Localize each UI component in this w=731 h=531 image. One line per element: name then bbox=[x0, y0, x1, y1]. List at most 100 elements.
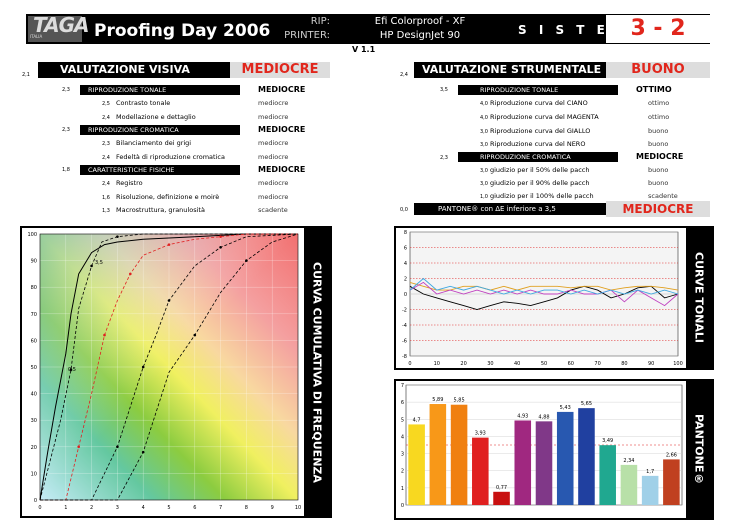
group-label: RIPRODUZIONE CROMATICA bbox=[458, 152, 618, 162]
item-score: 1,0 bbox=[480, 194, 488, 200]
logo: TAGA bbox=[33, 13, 89, 37]
pantone-bar bbox=[429, 404, 447, 505]
item-result: ottimo bbox=[648, 99, 670, 107]
item-result: buono bbox=[648, 179, 669, 187]
pantone-bar bbox=[514, 420, 532, 505]
item-label: Riproduzione curva del CIANO bbox=[490, 99, 588, 107]
y-tick-label: 1 bbox=[401, 486, 404, 492]
group-label: RIPRODUZIONE TONALE bbox=[80, 85, 240, 95]
y-tick-label: 40 bbox=[31, 392, 37, 398]
group-label: RIPRODUZIONE TONALE bbox=[458, 85, 618, 95]
group-score: 2,3 bbox=[62, 127, 70, 133]
x-tick-label: 90 bbox=[648, 361, 654, 367]
logo-box bbox=[28, 16, 82, 42]
printer-value: HP DesignJet 90 bbox=[379, 30, 461, 41]
left-section-title: VALUTAZIONE VISIVA bbox=[38, 62, 230, 78]
item-label: giudizio per il 50% delle pacch bbox=[490, 166, 590, 174]
x-tick-label: 60 bbox=[568, 361, 574, 367]
pantone-bar bbox=[641, 475, 659, 505]
left-section-result: MEDIOCRE bbox=[230, 62, 330, 78]
right-section-score: 2,4 bbox=[400, 72, 408, 78]
group-result: MEDIOCRE bbox=[258, 165, 306, 174]
y-tick-label: 6 bbox=[404, 246, 407, 252]
pantone-bar bbox=[472, 437, 489, 505]
item-label: Riproduzione curva del NERO bbox=[490, 140, 586, 148]
item-label: Contrasto tonale bbox=[116, 99, 171, 107]
series-point bbox=[129, 272, 132, 276]
y-tick-label: -4 bbox=[402, 323, 407, 329]
header-bar bbox=[26, 14, 710, 44]
x-tick-label: 8 bbox=[245, 505, 248, 511]
system-badge: 3 - 2 bbox=[606, 15, 710, 43]
series-line bbox=[39, 233, 298, 501]
bar-value-label: 4,93 bbox=[517, 413, 528, 419]
item-score: 4,0 bbox=[480, 101, 488, 107]
item-score: 3,0 bbox=[480, 181, 488, 187]
item-result: mediocre bbox=[258, 193, 289, 201]
x-tick-label: 0 bbox=[38, 505, 41, 511]
group-score: 3,5 bbox=[440, 87, 448, 93]
y-tick-label: 90 bbox=[31, 259, 37, 265]
y-tick-label: 100 bbox=[27, 232, 37, 238]
bar-value-label: 4,7 bbox=[413, 417, 421, 423]
group-score: 1,8 bbox=[62, 167, 70, 173]
logo-subtitle: ITALIA bbox=[30, 34, 43, 39]
tone-curve-line bbox=[409, 277, 679, 295]
x-tick-label: 5 bbox=[167, 505, 170, 511]
rip-label: RIP: bbox=[310, 16, 330, 27]
y-tick-label: 5 bbox=[401, 417, 404, 423]
series-line bbox=[39, 233, 298, 501]
y-tick-label: 7 bbox=[401, 383, 404, 389]
pantone-bar bbox=[450, 404, 468, 505]
series-point bbox=[219, 246, 222, 249]
series-point bbox=[141, 365, 145, 369]
group-result: MEDIOCRE bbox=[636, 152, 684, 161]
bar-value-label: 3,93 bbox=[475, 431, 486, 437]
bar-value-label: 2,34 bbox=[623, 458, 634, 464]
printer-label: PRINTER: bbox=[284, 30, 330, 41]
x-tick-label: 30 bbox=[487, 361, 493, 367]
item-label: Riproduzione curva del MAGENTA bbox=[490, 113, 599, 121]
series-point bbox=[167, 299, 171, 302]
y-tick-label: 2 bbox=[401, 469, 404, 475]
pantone-bar-chart: 4,7 5,89 5,85 3,93 0,77 4,93 4,88 5,43 5,65 3,49 2… bbox=[396, 381, 686, 518]
bar-value-label: 2,66 bbox=[666, 452, 677, 458]
series-point bbox=[90, 264, 93, 268]
y-tick-label: 10 bbox=[31, 471, 37, 477]
y-tick-label: 30 bbox=[31, 418, 37, 424]
x-tick-label: 10 bbox=[295, 505, 301, 511]
bar-value-label: 1,7 bbox=[646, 469, 654, 475]
item-label: Riproduzione curva del GIALLO bbox=[490, 127, 591, 135]
series-point bbox=[193, 333, 197, 337]
item-score: 3,0 bbox=[480, 142, 488, 148]
pantone-bar bbox=[535, 421, 553, 505]
group-label: CARATTERISTICHE FISICHE bbox=[80, 165, 240, 175]
y-tick-label: -6 bbox=[402, 339, 407, 345]
group-label: RIPRODUZIONE CROMATICA bbox=[80, 125, 240, 135]
y-tick-label: 50 bbox=[31, 365, 37, 371]
y-tick-label: 0 bbox=[401, 503, 404, 509]
pantone-bar bbox=[599, 445, 616, 505]
item-result: scadente bbox=[648, 192, 678, 200]
y-tick-label: 0 bbox=[34, 498, 37, 504]
x-tick-label: 10 bbox=[434, 361, 440, 367]
pantone-panel-title: PANTONE® bbox=[686, 381, 712, 518]
version: V 1.1 bbox=[352, 45, 376, 54]
y-tick-label: -2 bbox=[402, 308, 407, 314]
bar-value-label: 5,85 bbox=[454, 398, 465, 404]
item-label: Modellazione e dettaglio bbox=[116, 113, 196, 121]
x-tick-label: 50 bbox=[541, 361, 547, 367]
item-label: Fedeltà di riproduzione cromatica bbox=[116, 153, 225, 161]
y-tick-label: 0 bbox=[404, 292, 407, 298]
y-tick-label: 70 bbox=[31, 312, 37, 318]
tone-curve-line bbox=[409, 281, 679, 291]
item-result: buono bbox=[648, 127, 669, 135]
item-label: giudizio per il 100% delle pacch bbox=[490, 192, 594, 200]
left-section-score: 2,1 bbox=[22, 72, 30, 78]
item-result: buono bbox=[648, 140, 669, 148]
x-tick-label: 20 bbox=[460, 361, 466, 367]
item-score: 2,4 bbox=[102, 155, 110, 161]
pantone-bar bbox=[663, 459, 680, 505]
